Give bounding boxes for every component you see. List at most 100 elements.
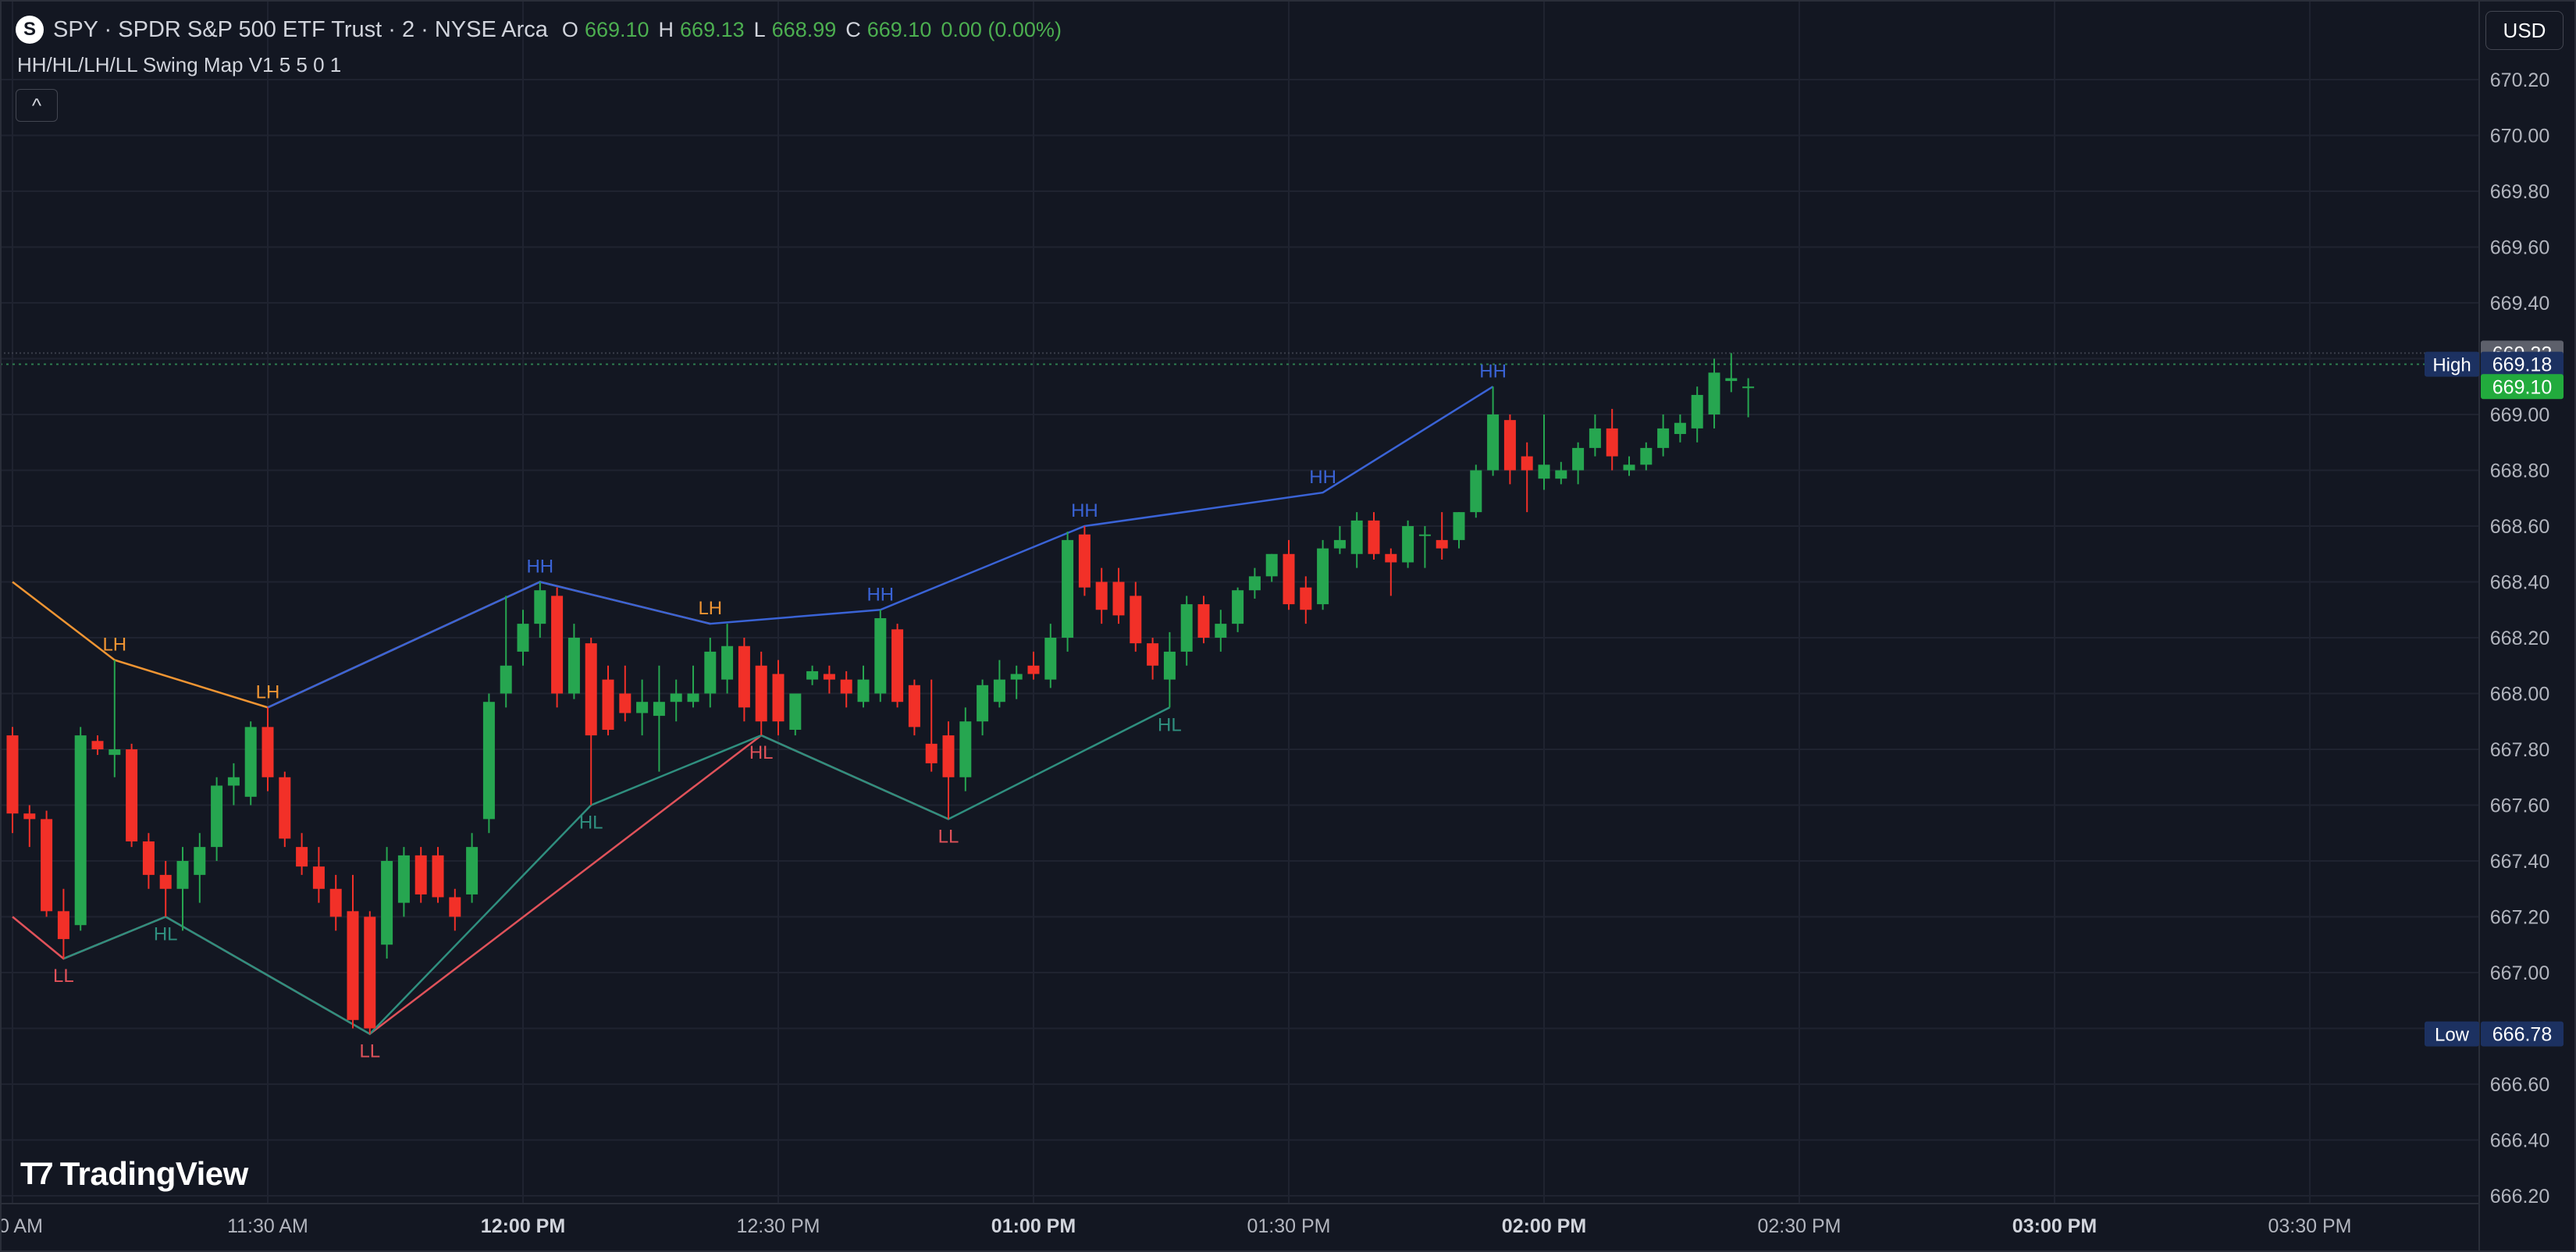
currency-button[interactable]: USD	[2485, 11, 2564, 50]
candle-body	[1385, 553, 1397, 563]
time-tick-label: 11:30 AM	[227, 1215, 308, 1237]
candle-body	[449, 897, 461, 917]
candle	[1248, 567, 1261, 599]
candle	[738, 638, 750, 722]
candle	[432, 847, 444, 903]
time-tick-label: :00 AM	[0, 1215, 43, 1237]
candle	[874, 610, 887, 702]
tradingview-mark-icon: T7	[20, 1156, 54, 1191]
low-key: L	[753, 17, 766, 41]
candle	[1197, 596, 1210, 644]
candle-body	[397, 855, 410, 903]
price-marker: 669.10	[2481, 374, 2564, 400]
candle-body	[755, 665, 767, 722]
candle-body	[364, 916, 376, 1029]
candle-body	[1725, 378, 1738, 382]
swing-label: LH	[698, 598, 722, 619]
swing-label: HL	[749, 742, 774, 763]
candle-body	[1606, 428, 1618, 457]
candle-body	[1163, 651, 1176, 680]
price-tick-label: 669.80	[2490, 181, 2549, 203]
candle-body	[602, 679, 614, 730]
candle	[1538, 414, 1550, 490]
swing-label: HL	[154, 924, 178, 945]
symbol-header: S SPY · SPDR S&P 500 ETF Trust · 2 · NYS…	[16, 12, 1065, 47]
candle-body	[687, 693, 699, 702]
candle	[91, 735, 104, 756]
low-value: 668.99	[771, 17, 837, 41]
candle	[482, 693, 495, 834]
candle-body	[1708, 372, 1720, 414]
candle	[23, 805, 36, 848]
candle-body	[1589, 428, 1601, 448]
price-marker: 669.18 High	[2425, 351, 2564, 377]
candle	[602, 665, 614, 736]
swing-label: HH	[1479, 361, 1507, 382]
collapse-legend-button[interactable]: ^	[16, 89, 58, 122]
candle-body	[1521, 456, 1533, 471]
indicator-legend[interactable]: HH/HL/LH/LL Swing Map V1 5 5 0 1	[17, 53, 342, 76]
candle	[551, 587, 564, 708]
candle-body	[1418, 534, 1431, 536]
candle	[789, 693, 802, 736]
candle	[109, 660, 121, 777]
candle-body	[211, 785, 223, 848]
candle	[1350, 512, 1363, 568]
candle-body	[432, 855, 444, 898]
candle	[1095, 567, 1108, 624]
candle-body	[1027, 665, 1040, 674]
candle	[993, 660, 1005, 708]
candle	[142, 833, 155, 889]
candle	[227, 763, 240, 806]
candle	[1487, 386, 1500, 476]
candle	[670, 679, 682, 722]
candle	[840, 670, 852, 708]
open-value: 669.10	[584, 17, 649, 41]
candle	[279, 771, 291, 848]
price-marker-value: 669.18	[2492, 354, 2552, 376]
candle-body	[619, 693, 632, 713]
time-tick-label: 01:30 PM	[1247, 1215, 1330, 1237]
candle-body	[1640, 447, 1653, 465]
candle-body	[1657, 428, 1670, 448]
candle-body	[1674, 422, 1686, 435]
candle	[466, 833, 479, 903]
candle-body	[840, 679, 852, 694]
candle-body	[1368, 520, 1380, 554]
candle	[1333, 526, 1346, 554]
candle-body	[891, 629, 904, 702]
candle-body	[244, 727, 257, 797]
candle-body	[1062, 539, 1074, 638]
candle	[942, 721, 955, 820]
candle	[891, 624, 904, 708]
candle	[1470, 464, 1482, 518]
price-marker-box	[2481, 374, 2564, 400]
candle	[1010, 665, 1023, 699]
candle	[721, 624, 734, 694]
candle-body	[126, 749, 138, 841]
candle	[636, 679, 649, 736]
candle	[57, 888, 69, 959]
candle	[959, 707, 972, 791]
candle	[176, 847, 189, 931]
candle	[857, 665, 870, 708]
candle	[619, 665, 632, 722]
candle	[1453, 512, 1465, 549]
candle	[925, 679, 938, 772]
time-tick-label: 01:00 PM	[991, 1215, 1076, 1237]
symbol-title[interactable]: SPY · SPDR S&P 500 ETF Trust · 2 · NYSE …	[53, 16, 548, 42]
candle	[1503, 414, 1516, 485]
candle-body	[789, 693, 802, 730]
candle-body	[6, 735, 19, 814]
price-tick-label: 668.80	[2490, 461, 2549, 482]
candle-body	[993, 679, 1005, 702]
candle-body	[1130, 596, 1142, 644]
candle-body	[551, 596, 564, 694]
candle	[262, 707, 274, 791]
candle-body	[857, 679, 870, 702]
time-tick-label: 03:00 PM	[2012, 1215, 2097, 1237]
candle-body	[1300, 587, 1312, 610]
candle	[977, 679, 989, 736]
candle-body	[1112, 582, 1125, 616]
